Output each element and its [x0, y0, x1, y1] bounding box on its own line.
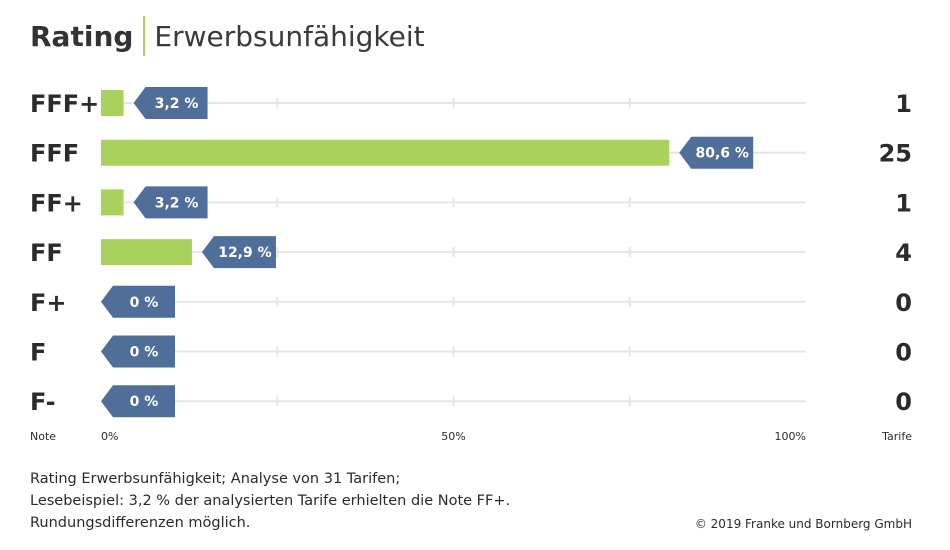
value-label: 3,2 % [155, 195, 199, 211]
copyright: © 2019 Franke und Bornberg GmbH [694, 517, 912, 531]
value-label-tag [133, 87, 208, 119]
footer-line-3: Rundungsdifferenzen möglich. [30, 515, 251, 531]
title-subject: Erwerbsunfähigkeit [154, 19, 425, 53]
value-label: 80,6 % [696, 146, 749, 162]
value-label: 3,2 % [155, 96, 199, 112]
value-label: 12,9 % [218, 245, 271, 261]
x-tick-label: 50% [441, 430, 465, 443]
value-label: 0 % [130, 295, 159, 311]
category-label: FF+ [30, 189, 83, 217]
category-label: FFF [30, 140, 79, 168]
value-label-tag [101, 335, 175, 368]
value-label-tag [101, 285, 175, 318]
chart-title: Rating Erwerbsunfähigkeit [30, 14, 425, 58]
tarif-count: 0 [895, 388, 912, 416]
category-label: F+ [30, 289, 67, 317]
footer-line-2: Lesebeispiel: 3,2 % der analysierten Tar… [30, 493, 511, 509]
bar [101, 139, 670, 166]
footer-notes: Rating Erwerbsunfähigkeit; Analyse von 3… [30, 468, 510, 534]
category-label: FFF+ [30, 90, 99, 118]
category-label: FF [30, 239, 63, 267]
value-label-tag [101, 385, 175, 418]
axis-label-note: Note [30, 430, 56, 443]
footer-line-1: Rating Erwerbsunfähigkeit; Analyse von 3… [30, 471, 401, 487]
tarif-count: 1 [895, 189, 912, 217]
title-rating: Rating [30, 19, 134, 53]
tarif-count: 25 [879, 140, 912, 168]
bar [101, 90, 124, 116]
category-label: F- [30, 388, 56, 416]
tarif-count: 4 [895, 239, 912, 267]
x-tick-label: 0% [101, 430, 118, 443]
title-separator [143, 16, 146, 56]
tarif-count: 0 [895, 289, 912, 317]
tarif-count: 0 [895, 339, 912, 367]
value-label-tag [201, 236, 276, 269]
tarif-count: 1 [895, 90, 912, 118]
bar [101, 189, 124, 216]
x-tick-label: 100% [775, 430, 806, 443]
value-label-tag [133, 186, 208, 219]
axis-label-tarife: Tarife [881, 430, 912, 443]
value-label: 0 % [130, 345, 159, 361]
value-label-tag [679, 136, 754, 169]
category-label: F [30, 339, 46, 367]
value-label: 0 % [130, 394, 159, 410]
bar [101, 239, 192, 266]
